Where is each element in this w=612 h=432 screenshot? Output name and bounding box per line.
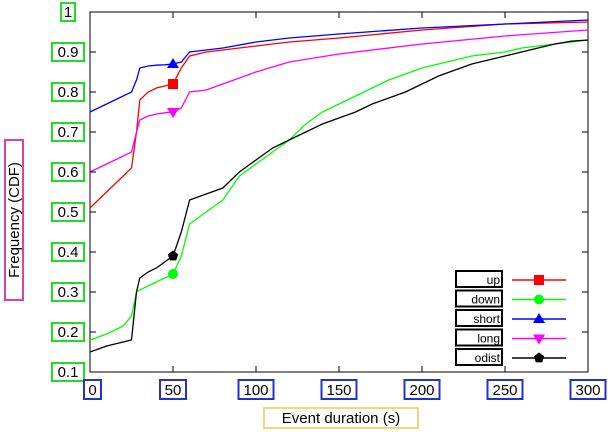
legend-marker-down [534,294,544,305]
series-line-long [89,29,589,173]
series-marker-down [168,269,178,279]
x-tick-label-box [486,379,524,400]
legend-label-short: short [473,312,500,326]
y-tick-label: 0.3 [58,284,79,301]
y-tick-label-box [51,242,85,262]
y-tick-label-box [51,202,85,222]
y-axis-label-text: Frequency (CDF) [6,162,23,278]
series-line-down [89,39,589,341]
y-tick-label: 0.7 [58,124,79,141]
legend-label-long: long [477,332,500,346]
series-line-up [89,21,589,209]
series-marker-odist [167,250,179,261]
legend-marker-up [534,275,544,285]
legend-marker-long [533,334,545,345]
x-tick-label-box [403,379,441,400]
legend: up down short long odist [455,270,566,366]
y-tick-label-box [51,82,85,102]
y-tick-label-box [60,2,76,22]
x-tick-label: 250 [492,382,517,399]
legend-label-down: down [471,293,500,307]
x-tick-label: 200 [409,382,434,399]
y-tick-label-box [51,362,85,382]
legend-label-box [455,270,503,288]
legend-label-box [455,328,503,347]
x-axis-label-text: Event duration (s) [282,410,400,427]
series-marker-up [168,79,178,89]
series-marker-long [167,108,179,118]
series-marker-short [167,58,179,68]
series-line-odist [89,39,589,353]
y-tick-label: 0.2 [58,324,79,341]
legend-label-box [455,289,503,308]
legend-label-box [455,348,503,366]
y-tick-label-box [51,122,85,142]
legend-marker-odist [533,352,545,363]
x-tick-label: 150 [326,382,351,399]
x-tick-label-box [159,379,187,400]
plot-area [89,11,589,373]
y-tick-label: 1 [64,4,72,21]
x-tick-label: 0 [88,382,96,399]
y-tick-label: 0.5 [58,204,79,221]
legend-marker-short [533,313,545,323]
x-tick-label-box [237,379,275,400]
x-tick-label-box [83,379,102,400]
y-tick-label-box [51,42,85,62]
y-axis: 0.1 0.2 0.3 0.4 0.5 0.6 0.7 0.8 0.9 1 [51,2,588,382]
y-tick-label: 0.6 [58,164,79,181]
y-tick-label: 0.1 [58,364,79,381]
y-tick-label-box [51,162,85,182]
y-tick-label: 0.8 [58,84,79,101]
y-tick-label-box [51,322,85,342]
series-line-short [89,19,589,113]
y-tick-label: 0.4 [58,244,79,261]
y-tick-label-box [51,282,85,302]
legend-label-box [455,309,503,327]
x-tick-label-box [320,379,358,400]
y-axis-label: Frequency (CDF) [4,139,24,301]
x-axis-label: Event duration (s) [263,407,419,429]
y-tick-label: 0.9 [58,44,79,61]
marker-layer [167,58,179,279]
legend-label-odist: odist [475,351,501,365]
x-tick-label: 100 [243,382,268,399]
x-tick-label-box [569,379,607,400]
x-tick-label: 50 [165,382,182,399]
legend-label-up: up [487,273,501,287]
series-layer [89,19,589,353]
x-axis: 0 50 100 150 200 250 300 [83,12,607,400]
x-tick-label: 300 [575,382,600,399]
